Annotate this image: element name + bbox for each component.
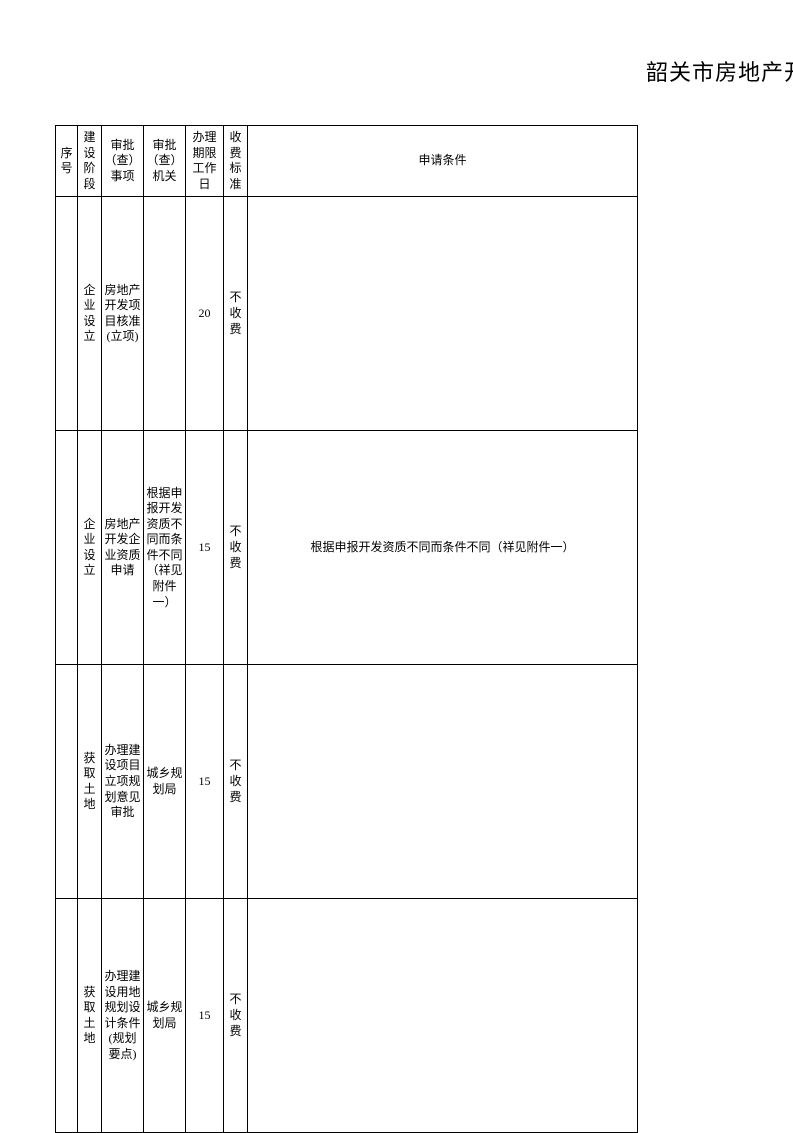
cell-stage: 获取土地 [78, 665, 102, 899]
header-stage: 建设阶段 [78, 126, 102, 197]
cell-cond [248, 665, 638, 899]
cell-item: 办理建设项目立项规划意见审批 [102, 665, 144, 899]
cell-seq [56, 431, 78, 665]
cell-item: 房地产开发企业资质申请 [102, 431, 144, 665]
cell-agency: 根据申报开发资质不同而条件不同（祥见附件一） [144, 431, 186, 665]
cell-days: 15 [186, 431, 224, 665]
cell-cond: 根据申报开发资质不同而条件不同（祥见附件一） [248, 431, 638, 665]
table-row: 获取土地 办理建设项目立项规划意见审批 城乡规划局 15 不收费 [56, 665, 638, 899]
page-title-text: 韶关市房地产开发项 [646, 55, 793, 87]
cell-agency: 城乡规划局 [144, 665, 186, 899]
cell-days: 20 [186, 197, 224, 431]
header-seq: 序号 [56, 126, 78, 197]
cell-stage: 企业设立 [78, 197, 102, 431]
table-row: 获取土地 办理建设用地规划设计条件(规划要点) 城乡规划局 15 不收费 [56, 899, 638, 1133]
cell-agency: 城乡规划局 [144, 899, 186, 1133]
cell-days: 15 [186, 899, 224, 1133]
cell-fee: 不收费 [224, 197, 248, 431]
cell-stage: 获取土地 [78, 899, 102, 1133]
cell-fee: 不收费 [224, 665, 248, 899]
table-row: 企业设立 房地产开发项目核准(立项) 20 不收费 [56, 197, 638, 431]
header-agency: 审批（查）机关 [144, 126, 186, 197]
cell-seq [56, 665, 78, 899]
page-title: 韶关市房地产开发项 [0, 55, 793, 87]
cell-cond [248, 899, 638, 1133]
header-cond: 申请条件 [248, 126, 638, 197]
cell-days: 15 [186, 665, 224, 899]
cell-seq [56, 197, 78, 431]
header-item: 审批（查）事项 [102, 126, 144, 197]
cell-cond [248, 197, 638, 431]
header-days: 办理期限工作日 [186, 126, 224, 197]
table-row: 企业设立 房地产开发企业资质申请 根据申报开发资质不同而条件不同（祥见附件一） … [56, 431, 638, 665]
table-header-row: 序号 建设阶段 审批（查）事项 审批（查）机关 办理期限工作日 收费标准 申请条… [56, 126, 638, 197]
cell-agency [144, 197, 186, 431]
cell-fee: 不收费 [224, 899, 248, 1133]
cell-item: 办理建设用地规划设计条件(规划要点) [102, 899, 144, 1133]
approval-table: 序号 建设阶段 审批（查）事项 审批（查）机关 办理期限工作日 收费标准 申请条… [55, 125, 638, 1133]
header-fee: 收费标准 [224, 126, 248, 197]
cell-fee: 不收费 [224, 431, 248, 665]
cell-item: 房地产开发项目核准(立项) [102, 197, 144, 431]
cell-seq [56, 899, 78, 1133]
cell-stage: 企业设立 [78, 431, 102, 665]
